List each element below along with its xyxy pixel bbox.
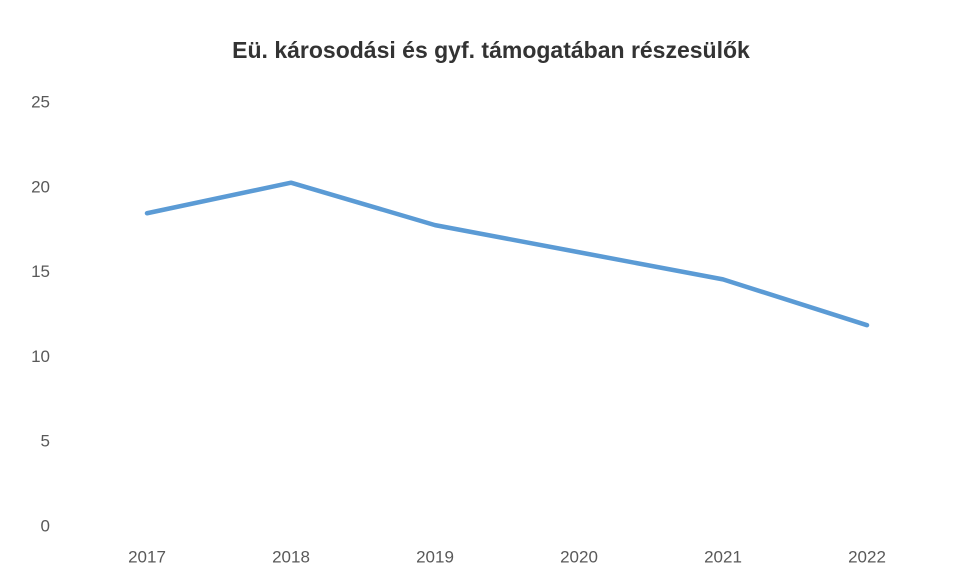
y-tick-label: 20: [31, 177, 50, 196]
x-tick-label: 2022: [848, 547, 886, 566]
data-line: [144, 180, 870, 328]
y-tick-label: 15: [31, 262, 50, 281]
x-tick-label: 2020: [560, 547, 598, 566]
y-tick-label: 25: [31, 92, 50, 111]
y-tick-label: 5: [41, 432, 50, 451]
y-tick-label: 0: [41, 516, 50, 535]
x-tick-label: 2019: [416, 547, 454, 566]
y-tick-label: 10: [31, 347, 50, 366]
x-tick-label: 2017: [128, 547, 166, 566]
x-tick-label: 2018: [272, 547, 310, 566]
x-tick-label: 2021: [704, 547, 742, 566]
chart-title: Eü. károsodási és gyf. támogatában része…: [232, 37, 750, 63]
